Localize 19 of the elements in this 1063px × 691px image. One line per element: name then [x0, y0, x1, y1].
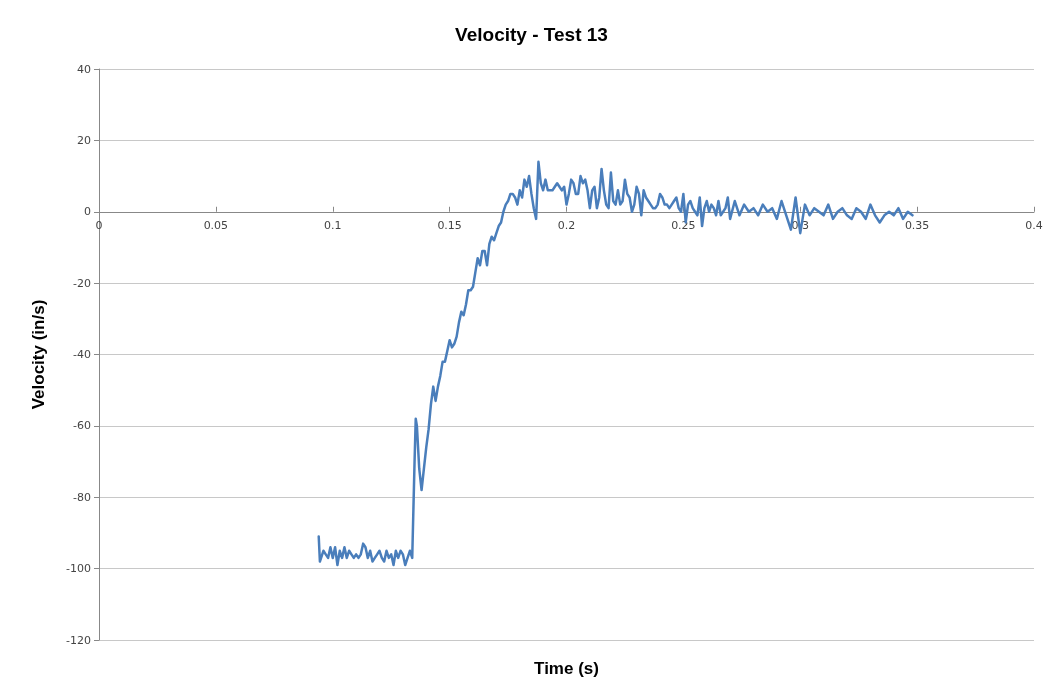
x-tick-label: 0.1: [324, 218, 342, 232]
y-tick-label: -120: [66, 633, 91, 647]
y-tick-label: 0: [84, 205, 91, 219]
x-tick-label: 0.2: [557, 218, 576, 232]
y-tick-label: -60: [73, 419, 91, 433]
x-tick-label: 0.25: [671, 218, 696, 232]
y-tick-label: -80: [73, 490, 91, 504]
y-tick-label: -100: [66, 562, 91, 576]
y-tick-label: 40: [77, 62, 91, 76]
chart-title: Velocity - Test 13: [455, 24, 608, 45]
y-axis-title: Velocity (in/s): [29, 299, 48, 410]
y-tick-label: -20: [73, 276, 91, 290]
x-tick-label: 0.4: [1025, 218, 1043, 232]
y-tick-label: -40: [73, 348, 91, 361]
x-tick-label: 0.35: [904, 218, 930, 232]
x-tick-label: 0.15: [437, 218, 462, 232]
x-tick-label: 0.05: [203, 218, 229, 232]
y-tick-label: 20: [77, 133, 91, 147]
x-axis-title: Time (s): [534, 659, 599, 678]
